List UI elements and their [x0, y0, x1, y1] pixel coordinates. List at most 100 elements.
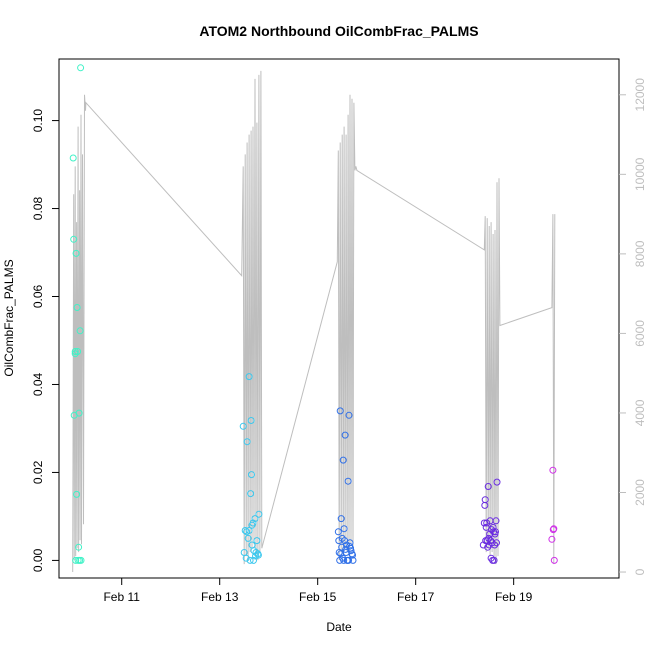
y2-tick-label: 2000	[633, 479, 647, 506]
data-point	[491, 541, 499, 549]
data-point	[73, 490, 81, 498]
chart-title: ATOM2 Northbound OilCombFrac_PALMS	[199, 23, 478, 39]
data-point	[345, 411, 353, 419]
x-tick-label: Feb 19	[495, 590, 533, 604]
data-point	[492, 528, 499, 536]
data-point	[254, 551, 262, 559]
y2-tick-label: 8000	[633, 240, 647, 267]
x-tick-label: Feb 17	[397, 590, 435, 604]
y-tick-label: 0.00	[31, 548, 45, 572]
data-point	[247, 417, 255, 424]
y-tick-label: 0.06	[31, 285, 45, 309]
series-2	[334, 407, 357, 564]
y2-tick-label: 6000	[633, 320, 647, 347]
y2-tick-label: 12000	[633, 78, 647, 112]
series-3	[479, 478, 501, 564]
data-point	[69, 154, 77, 162]
data-point	[550, 556, 558, 564]
data-point	[340, 525, 348, 533]
data-point	[239, 422, 247, 430]
y-axis-label: OilCombFrac_PALMS	[2, 259, 16, 376]
y-axis-right: 0 2000 4000 6000 8000 10000 12000	[619, 78, 647, 575]
data-point	[344, 477, 352, 485]
data-point	[481, 501, 489, 509]
data-point	[490, 528, 498, 536]
data-point	[248, 541, 256, 549]
data-point	[255, 510, 263, 518]
data-point	[76, 327, 84, 335]
data-point	[347, 544, 354, 552]
data-point	[75, 543, 83, 551]
data-point	[252, 552, 259, 560]
x-axis-label: Date	[326, 620, 352, 634]
data-point	[493, 539, 500, 547]
data-point	[246, 556, 254, 564]
data-point	[243, 438, 251, 446]
data-point	[241, 527, 249, 534]
data-point	[72, 249, 80, 257]
data-point	[349, 556, 357, 564]
data-point	[72, 556, 80, 564]
data-point	[334, 528, 342, 536]
data-point	[337, 515, 345, 523]
data-point	[249, 519, 257, 527]
data-point	[71, 350, 79, 358]
data-point	[77, 64, 85, 72]
data-point	[336, 407, 344, 415]
y-tick-label: 0.02	[31, 460, 45, 484]
data-point	[480, 519, 488, 527]
y-tick-label: 0.08	[31, 197, 45, 221]
data-point	[482, 537, 490, 545]
data-point	[549, 466, 557, 474]
y2-tick-label: 10000	[633, 157, 647, 191]
data-point	[73, 304, 81, 311]
data-point	[492, 517, 500, 525]
data-point	[247, 490, 255, 498]
data-point	[335, 537, 343, 545]
data-point	[483, 519, 491, 527]
x-tick-label: Feb 15	[299, 590, 337, 604]
data-point	[489, 556, 497, 564]
altitude-layer	[72, 70, 556, 573]
data-point	[550, 525, 558, 533]
data-point	[488, 526, 496, 534]
y-axis-left: 0.00 0.02 0.04 0.06 0.08 0.10	[31, 109, 59, 572]
y-tick-label: 0.10	[31, 109, 45, 133]
data-point	[548, 535, 556, 543]
data-point	[339, 456, 347, 464]
data-point	[245, 373, 253, 381]
data-point	[248, 471, 255, 479]
data-point	[253, 537, 261, 545]
data-point	[345, 556, 353, 564]
series-1	[239, 373, 263, 564]
data-point	[486, 530, 494, 538]
series-0	[69, 64, 85, 564]
data-point	[487, 537, 495, 545]
data-point	[337, 550, 345, 558]
data-point	[484, 483, 492, 490]
data-point	[244, 534, 252, 542]
x-axis: Feb 11 Feb 13 Feb 15 Feb 17 Feb 19	[103, 577, 533, 604]
y2-tick-label: 4000	[633, 399, 647, 426]
series-4	[548, 466, 558, 564]
data-point	[242, 554, 250, 562]
data-point	[251, 515, 259, 523]
data-point	[349, 551, 356, 559]
data-point	[71, 348, 79, 355]
data-point	[70, 235, 78, 243]
y2-tick-label: 0	[633, 568, 647, 575]
data-point	[484, 543, 492, 551]
points-layer	[69, 64, 558, 564]
data-point	[250, 556, 257, 564]
data-point	[341, 431, 349, 439]
x-tick-label: Feb 11	[103, 590, 140, 604]
data-point	[74, 348, 82, 355]
data-point	[339, 554, 347, 562]
data-point	[245, 527, 253, 534]
altitude-line	[72, 70, 556, 573]
data-point	[75, 409, 83, 417]
data-point	[493, 478, 501, 486]
